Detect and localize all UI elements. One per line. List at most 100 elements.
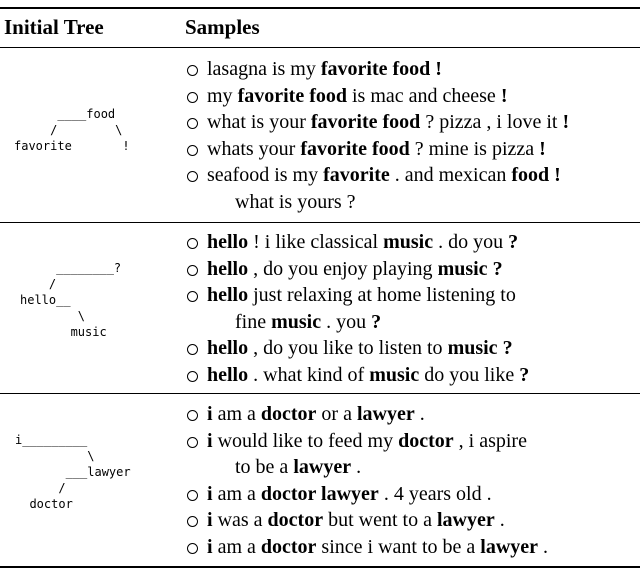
sample-text: , do you enjoy playing bbox=[248, 257, 438, 280]
sample-line: i am a doctor since i want to be a lawye… bbox=[207, 536, 548, 558]
keyword-text: doctor lawyer bbox=[260, 482, 379, 505]
keyword-text: music bbox=[369, 363, 420, 386]
keyword-text: ? bbox=[519, 363, 530, 386]
bullet-circle-icon bbox=[187, 118, 198, 130]
sample-text: seafood is my bbox=[207, 164, 324, 187]
bullet-circle-icon bbox=[187, 144, 198, 156]
keyword-text: doctor bbox=[260, 535, 317, 558]
sample-line: my favorite food is mac and cheese ! bbox=[207, 85, 507, 107]
sample-item: lasagna is my favorite food ! bbox=[185, 56, 640, 83]
tree-row-2: ________? / hello__ \ music bbox=[20, 261, 122, 339]
sample-line: i was a doctor but went to a lawyer . bbox=[207, 509, 505, 531]
keyword-text: lawyer bbox=[293, 456, 352, 479]
bullet-circle-icon bbox=[187, 370, 198, 382]
sample-text: ? pizza , i love it bbox=[420, 111, 563, 134]
header-samples: Samples bbox=[185, 15, 260, 39]
sample-text: . bbox=[351, 456, 362, 479]
keyword-text: hello bbox=[207, 363, 249, 386]
sample-line: hello ! i like classical music . do you … bbox=[207, 231, 518, 253]
keyword-text: music bbox=[383, 231, 434, 253]
sample-line: hello , do you like to listen to music ? bbox=[207, 337, 513, 359]
sample-text: . bbox=[494, 509, 505, 532]
sample-line: i am a doctor or a lawyer . bbox=[207, 403, 425, 425]
sample-line: i would like to feed my doctor , i aspir… bbox=[207, 430, 527, 452]
sample-item: i would like to feed my doctor , i aspir… bbox=[185, 428, 640, 481]
sample-text: , i aspire bbox=[453, 429, 527, 452]
sample-text: ! i like classical bbox=[248, 231, 384, 253]
bullet-circle-icon bbox=[187, 410, 198, 421]
keyword-text: ! bbox=[500, 84, 508, 107]
samples-row-1: lasagna is my favorite food ! my favorite… bbox=[185, 56, 640, 216]
row-rule-1 bbox=[0, 222, 640, 223]
tree-row-3: i_________ \ ___lawyer / doctor bbox=[15, 433, 131, 511]
keyword-text: hello bbox=[207, 284, 249, 307]
sample-text: . and mexican bbox=[389, 164, 512, 187]
sample-line: i am a doctor lawyer . 4 years old . bbox=[207, 483, 492, 505]
keyword-text: favorite food ! bbox=[320, 58, 442, 80]
sample-item: i am a doctor since i want to be a lawye… bbox=[185, 534, 640, 561]
bullet-circle-icon bbox=[187, 344, 198, 356]
sample-text: would like to feed my bbox=[212, 429, 399, 452]
tree-row-1: ____food / \ favorite ! bbox=[14, 107, 130, 153]
sample-line: hello just relaxing at home listening to bbox=[207, 284, 516, 306]
sample-line: what is your favorite food ? pizza , i l… bbox=[207, 111, 569, 133]
bottom-rule bbox=[0, 566, 640, 568]
sample-item: i am a doctor lawyer . 4 years old . bbox=[185, 481, 640, 508]
sample-continuation-line: what is yours ? bbox=[207, 189, 640, 216]
sample-text: am a bbox=[212, 482, 261, 505]
sample-text: but went to a bbox=[323, 509, 437, 532]
keyword-text: ? bbox=[508, 231, 519, 253]
sample-text: . 4 years old . bbox=[378, 482, 492, 505]
bullet-circle-icon bbox=[187, 264, 198, 276]
bullet-circle-icon bbox=[187, 171, 198, 183]
sample-continuation-line: fine music . you ? bbox=[207, 309, 640, 336]
sample-item: hello just relaxing at home listening to… bbox=[185, 282, 640, 335]
sample-text: or a bbox=[316, 403, 357, 425]
sample-text: . what kind of bbox=[248, 363, 370, 386]
sample-text: lasagna is my bbox=[207, 58, 321, 80]
sample-text: was a bbox=[212, 509, 268, 532]
keyword-text: hello bbox=[207, 257, 249, 280]
bullet-circle-icon bbox=[187, 91, 198, 103]
sample-text: fine bbox=[235, 310, 272, 333]
sample-line: lasagna is my favorite food ! bbox=[207, 58, 442, 80]
keyword-text: food ! bbox=[511, 164, 561, 187]
keyword-text: i bbox=[207, 429, 213, 452]
bullet-circle-icon bbox=[187, 238, 198, 249]
sample-text: my bbox=[207, 84, 238, 107]
keyword-text: ! bbox=[562, 111, 570, 134]
sample-item: hello , do you enjoy playing music ? bbox=[185, 256, 640, 283]
sample-item: hello , do you like to listen to music ? bbox=[185, 335, 640, 362]
sample-line: hello , do you enjoy playing music ? bbox=[207, 258, 503, 280]
keyword-text: favorite food bbox=[300, 137, 410, 160]
keyword-text: ? bbox=[371, 310, 382, 333]
keyword-text: doctor bbox=[398, 429, 454, 452]
bullet-circle-icon bbox=[187, 65, 198, 76]
keyword-text: i bbox=[207, 535, 213, 558]
bullet-circle-icon bbox=[187, 436, 198, 448]
keyword-text: favorite food bbox=[310, 111, 421, 134]
sample-text: what is your bbox=[207, 111, 311, 134]
samples-row-3: i am a doctor or a lawyer .i would like … bbox=[185, 401, 640, 561]
bullet-circle-icon bbox=[187, 516, 198, 528]
bullet-circle-icon bbox=[187, 489, 198, 501]
keyword-text: music ? bbox=[447, 337, 513, 360]
keyword-text: i bbox=[207, 403, 213, 425]
samples-row-2: hello ! i like classical music . do you … bbox=[185, 229, 640, 389]
keyword-text: hello bbox=[207, 231, 249, 253]
header-rule bbox=[0, 47, 640, 48]
sample-line: whats your favorite food ? mine is pizza… bbox=[207, 138, 546, 160]
keyword-text: music bbox=[271, 310, 322, 333]
sample-item: hello . what kind of music do you like ? bbox=[185, 362, 640, 389]
sample-item: i was a doctor but went to a lawyer . bbox=[185, 507, 640, 534]
keyword-text: favorite food bbox=[237, 84, 347, 107]
sample-text: am a bbox=[212, 403, 261, 425]
sample-text: . bbox=[538, 535, 549, 558]
sample-item: my favorite food is mac and cheese ! bbox=[185, 83, 640, 110]
sample-item: whats your favorite food ? mine is pizza… bbox=[185, 136, 640, 163]
keyword-text: lawyer bbox=[480, 535, 539, 558]
sample-item: what is your favorite food ? pizza , i l… bbox=[185, 109, 640, 136]
header-initial-tree: Initial Tree bbox=[4, 15, 104, 39]
keyword-text: hello bbox=[207, 337, 249, 360]
keyword-text: ! bbox=[539, 137, 546, 160]
